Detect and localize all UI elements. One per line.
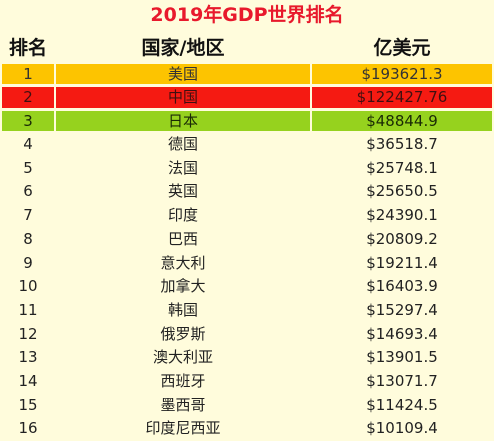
country-cell: 俄罗斯 <box>160 324 206 343</box>
table-row: 7 印度 $24390.1 <box>0 204 494 228</box>
country-cell: 中国 <box>56 87 310 108</box>
header-rank: 排名 <box>8 37 47 59</box>
country-cell: 法国 <box>167 158 198 177</box>
country-cell: 巴西 <box>167 229 198 248</box>
gdp-cell: $10109.4 <box>366 419 438 438</box>
gdp-cell: $13071.7 <box>366 371 438 390</box>
table-row: 8 巴西 $20809.2 <box>0 228 494 252</box>
rank-cell: 7 <box>23 206 33 225</box>
country-cell: 加拿大 <box>160 277 206 296</box>
rank-cell: 2 <box>2 87 54 108</box>
country-cell: 印度尼西亚 <box>145 419 221 438</box>
table-body: 1 美国 $193621.3 2 中国 $122427.76 3 日本 $488… <box>0 62 494 441</box>
country-cell: 意大利 <box>160 253 206 272</box>
gdp-cell: $122427.76 <box>312 87 492 108</box>
table-row: 11 韩国 $15297.4 <box>0 299 494 323</box>
rank-cell: 12 <box>18 324 38 343</box>
table-row: 3 日本 $48844.9 <box>0 109 494 133</box>
gdp-cell: $16403.9 <box>366 277 438 296</box>
country-cell: 墨西哥 <box>160 395 206 414</box>
country-cell: 澳大利亚 <box>152 348 213 367</box>
table-header: 排名 国家/地区 亿美元 <box>0 34 494 62</box>
gdp-cell: $48844.9 <box>312 110 492 132</box>
table-row: 12 俄罗斯 $14693.4 <box>0 323 494 347</box>
rank-cell: 13 <box>18 348 38 367</box>
gdp-cell: $13901.5 <box>366 348 438 367</box>
rank-cell: 16 <box>18 419 38 438</box>
rank-cell: 14 <box>18 371 38 390</box>
rank-cell: 9 <box>23 253 33 272</box>
table-row: 9 意大利 $19211.4 <box>0 252 494 276</box>
country-cell: 英国 <box>167 182 198 201</box>
gdp-cell: $193621.3 <box>312 63 492 84</box>
gdp-cell: $25650.5 <box>366 182 438 201</box>
table-row: 5 法国 $25748.1 <box>0 157 494 181</box>
table-row: 6 英国 $25650.5 <box>0 180 494 204</box>
gdp-cell: $19211.4 <box>366 253 438 272</box>
rank-cell: 1 <box>2 63 54 84</box>
gdp-cell: $25748.1 <box>366 158 438 177</box>
table-row: 2 中国 $122427.76 <box>0 86 494 110</box>
gdp-cell: $14693.4 <box>366 324 438 343</box>
country-cell: 印度 <box>167 206 198 225</box>
header-gdp: 亿美元 <box>373 37 431 59</box>
rank-cell: 8 <box>23 229 33 248</box>
rank-cell: 4 <box>23 135 33 154</box>
rank-cell: 6 <box>23 182 33 201</box>
gdp-cell: $20809.2 <box>366 229 438 248</box>
country-cell: 韩国 <box>167 300 198 319</box>
rank-cell: 5 <box>23 158 33 177</box>
header-country: 国家/地区 <box>141 37 225 59</box>
table-row: 4 德国 $36518.7 <box>0 133 494 157</box>
country-cell: 西班牙 <box>160 371 206 390</box>
table-row: 15 墨西哥 $11424.5 <box>0 394 494 418</box>
country-cell: 美国 <box>56 63 310 84</box>
table-row: 16 印度尼西亚 $10109.4 <box>0 417 494 441</box>
rank-cell: 15 <box>18 395 38 414</box>
rank-cell: 11 <box>18 300 38 319</box>
country-cell: 日本 <box>56 110 310 132</box>
gdp-cell: $24390.1 <box>366 206 438 225</box>
rank-cell: 3 <box>2 110 54 132</box>
rank-cell: 10 <box>18 277 38 296</box>
gdp-cell: $11424.5 <box>366 395 438 414</box>
country-cell: 德国 <box>167 135 198 154</box>
page-title: 2019年GDP世界排名 <box>150 4 344 26</box>
gdp-cell: $36518.7 <box>366 135 438 154</box>
table-row: 13 澳大利亚 $13901.5 <box>0 346 494 370</box>
table-row: 14 西班牙 $13071.7 <box>0 370 494 394</box>
gdp-cell: $15297.4 <box>366 300 438 319</box>
table-row: 10 加拿大 $16403.9 <box>0 275 494 299</box>
table-row: 1 美国 $193621.3 <box>0 62 494 86</box>
